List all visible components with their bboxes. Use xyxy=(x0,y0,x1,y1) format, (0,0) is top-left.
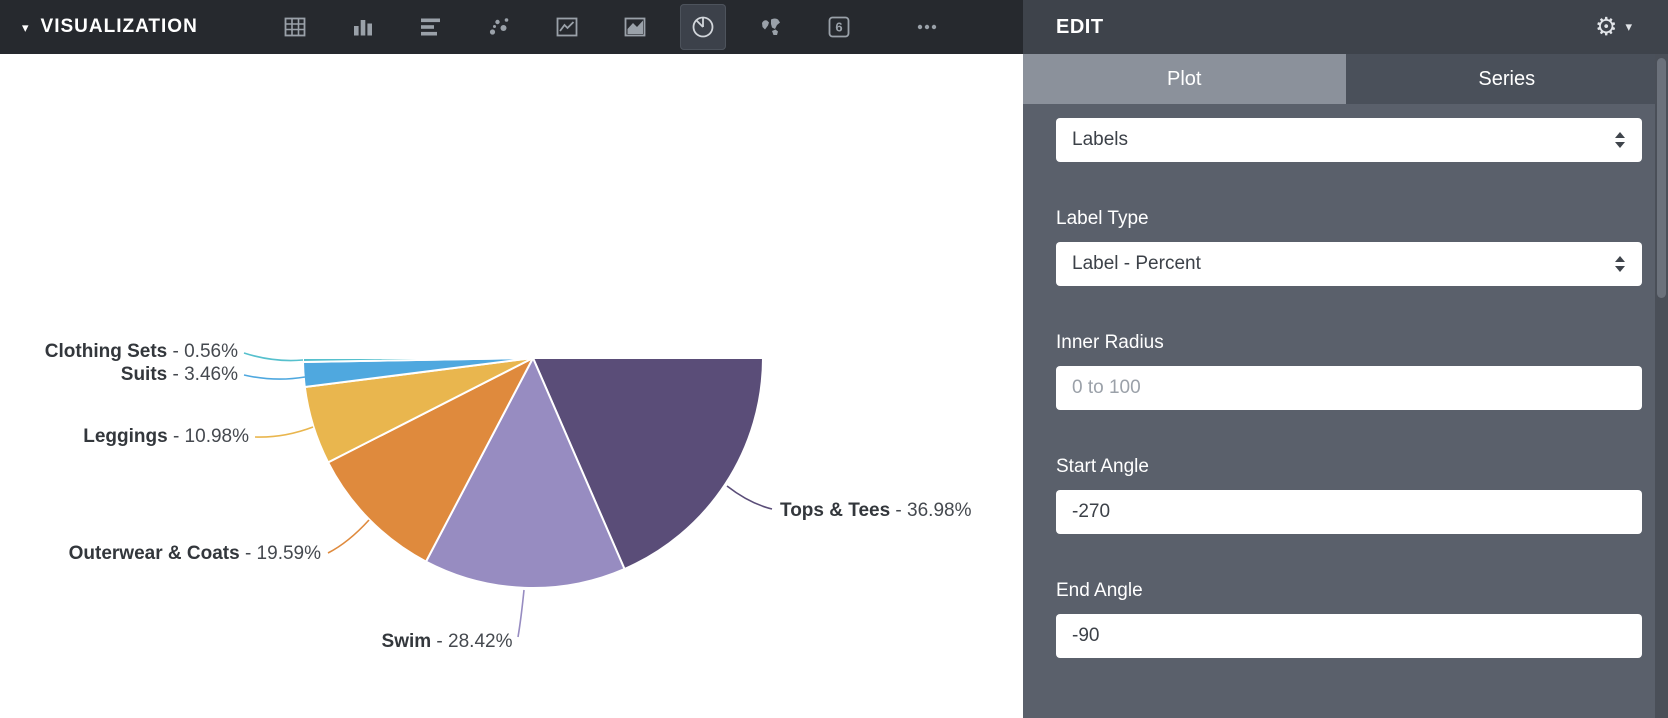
bar-chart-button[interactable] xyxy=(340,4,386,50)
edit-panel-tabs: Plot Series xyxy=(1023,54,1668,104)
table-icon xyxy=(284,17,306,37)
start-angle-label: Start Angle xyxy=(1056,456,1149,477)
pie-slice-2[interactable] xyxy=(326,355,536,563)
updown-arrows-icon xyxy=(1615,132,1625,148)
inner-radius-input[interactable] xyxy=(1056,366,1642,410)
label-type-select-value: Label - Percent xyxy=(1072,253,1201,274)
label-type-label: Label Type xyxy=(1056,208,1149,229)
start-angle-input[interactable] xyxy=(1056,490,1642,534)
toolbar-title: VISUALIZATION xyxy=(40,16,198,37)
area-chart-button[interactable] xyxy=(612,4,658,50)
edit-panel-title: EDIT xyxy=(1056,15,1104,38)
end-angle-label: End Angle xyxy=(1056,580,1143,601)
tab-series[interactable]: Series xyxy=(1478,67,1536,90)
labels-select-value: Labels xyxy=(1072,129,1128,150)
single-value-icon: 6 xyxy=(828,16,850,38)
edit-panel: EDIT ⚙ ▾ Plot Series Labels Label Type L… xyxy=(1023,0,1668,718)
gear-icon: ⚙ xyxy=(1595,12,1618,41)
caret-down-icon: ▾ xyxy=(1625,19,1632,34)
pie-label: Suits - 3.46% xyxy=(121,364,238,385)
scatter-chart-icon xyxy=(489,18,509,35)
chart-canvas: Tops & Tees - 36.98% Swim - 28.42% Outerwe… xyxy=(0,54,1023,718)
visualization-switcher[interactable]: ▾ VISUALIZATION xyxy=(0,16,272,38)
settings-menu-button[interactable]: ⚙ ▾ xyxy=(1595,12,1632,41)
pie-label: Outerwear & Coats - 19.59% xyxy=(69,543,321,564)
visualization-toolbar: ▾ VISUALIZATION xyxy=(0,0,1023,54)
single-value-button[interactable]: 6 xyxy=(816,4,862,50)
panel-scrollbar-thumb[interactable] xyxy=(1657,58,1666,298)
pie-leader-line xyxy=(254,426,314,438)
pie-chart-icon xyxy=(692,16,714,38)
horizontal-bar-chart-icon xyxy=(421,18,440,36)
tab-plot[interactable]: Plot xyxy=(1023,54,1346,104)
pie-leader-line xyxy=(327,519,370,554)
map-icon xyxy=(762,18,780,35)
pie-leader-line xyxy=(243,352,304,362)
edit-panel-header: EDIT ⚙ ▾ xyxy=(1023,0,1668,54)
caret-down-icon: ▾ xyxy=(22,19,29,35)
map-chart-button[interactable] xyxy=(748,4,794,50)
pie-leader-line xyxy=(726,485,773,510)
label-type-select[interactable]: Label - Percent xyxy=(1056,242,1642,286)
scatter-chart-button[interactable] xyxy=(476,4,522,50)
bar-chart-icon xyxy=(354,20,372,36)
panel-scrollbar[interactable] xyxy=(1655,54,1668,718)
updown-arrows-icon xyxy=(1615,256,1625,272)
pie-slice-1[interactable] xyxy=(424,355,626,589)
end-angle-input[interactable] xyxy=(1056,614,1642,658)
table-chart-button[interactable] xyxy=(272,4,318,50)
line-chart-button[interactable] xyxy=(544,4,590,50)
plot-settings-form: Labels Label Type Label - Percent Inner … xyxy=(1023,104,1668,658)
pie-label: Swim - 28.42% xyxy=(382,631,513,652)
ellipsis-icon xyxy=(917,24,937,30)
pie-leader-line xyxy=(243,374,306,380)
half-pie-chart: Tops & Tees - 36.98% Swim - 28.42% Outerwe… xyxy=(45,341,972,652)
line-chart-icon xyxy=(556,17,578,37)
pie-chart-button[interactable] xyxy=(680,4,726,50)
horizontal-bar-chart-button[interactable] xyxy=(408,4,454,50)
pie-label: Tops & Tees - 36.98% xyxy=(780,500,972,521)
pie-leader-line xyxy=(517,589,525,638)
pie-label: Leggings - 10.98% xyxy=(83,426,249,447)
svg-text:6: 6 xyxy=(835,20,842,35)
more-chart-types-button[interactable] xyxy=(904,4,950,50)
labels-select[interactable]: Labels xyxy=(1056,118,1642,162)
pie-label: Clothing Sets - 0.56% xyxy=(45,341,238,362)
area-chart-icon xyxy=(624,17,646,37)
chart-type-buttons: 6 xyxy=(272,4,950,50)
pie-slice-0[interactable] xyxy=(531,357,765,571)
inner-radius-label: Inner Radius xyxy=(1056,332,1164,353)
